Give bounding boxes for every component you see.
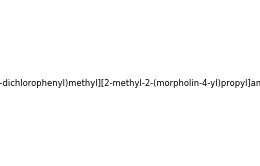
Text: (2,6-dichlorophenyl)methyl][2-methyl-2-(morpholin-4-yl)propyl]amine: (2,6-dichlorophenyl)methyl][2-methyl-2-(…	[0, 79, 260, 87]
